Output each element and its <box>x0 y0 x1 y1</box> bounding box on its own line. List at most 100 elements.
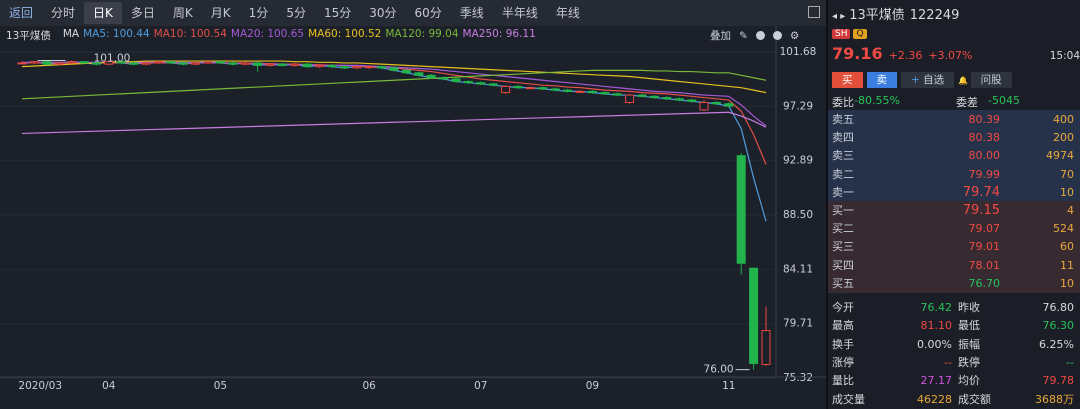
period-tab[interactable]: 年线 <box>555 6 580 20</box>
stat-value: 81.10 <box>920 319 953 333</box>
stat-value: 76.80 <box>1042 301 1075 314</box>
stat-label: 成交额 <box>958 392 991 406</box>
edit-icon[interactable]: ✎ <box>739 29 748 42</box>
candle-body <box>104 61 114 65</box>
book-label: 买四 <box>832 258 854 272</box>
ask-row: 卖三 80.00 4974 <box>828 146 1080 166</box>
stat-row: 最高 81.10 最低 76.30 <box>828 317 1080 335</box>
candle-body <box>17 62 27 65</box>
badge-row: SH Q <box>828 26 1080 40</box>
book-volume: 524 <box>1053 222 1074 236</box>
ask-row: 卖五 80.39 400 <box>828 110 1080 129</box>
action-button[interactable]: 问股 <box>970 72 1012 88</box>
zoom-out[interactable] <box>755 31 765 40</box>
stock-code: 122249 <box>909 8 960 23</box>
candle-body <box>364 66 374 69</box>
candle-body <box>476 82 486 85</box>
legend-entry: MA60: 100.52 <box>308 28 382 40</box>
action-button[interactable]: + 自选 <box>901 72 955 88</box>
candle-body <box>463 80 473 84</box>
stat-value: 27.17 <box>920 374 953 388</box>
stat-value: 0.00% <box>917 337 952 351</box>
toolbar: 返回 分时 日K 多日 周K 月K 1分 5分 15分 30分 60分 季线 半年线 年线 <box>0 0 826 26</box>
candle-body <box>612 93 622 96</box>
ask-row: 卖二 79.99 70 <box>828 164 1080 184</box>
ma-line <box>21 111 767 135</box>
action-button[interactable]: 卖 <box>866 72 897 88</box>
x-tick-label: 05 <box>214 380 227 392</box>
candle-body <box>600 92 610 95</box>
book-volume: 70 <box>1060 167 1074 181</box>
candle-body <box>724 103 734 107</box>
period-tab[interactable]: 月K <box>210 6 231 20</box>
overlay-button[interactable]: 叠加 <box>710 30 731 42</box>
stat-value: 76.42 <box>920 301 953 314</box>
stock-name: 13平煤债 <box>849 8 905 23</box>
book-price: 79.99 <box>968 167 1001 181</box>
ask-row: 卖一 79.74 10 <box>828 182 1080 202</box>
bid-row: 买三 79.01 60 <box>828 237 1080 257</box>
book-volume: 200 <box>1053 131 1074 145</box>
back-button[interactable]: 返回 <box>9 6 34 20</box>
candle-body <box>67 61 77 64</box>
period-tab[interactable]: 30分 <box>369 6 397 20</box>
candle-body <box>749 267 759 364</box>
settings-icon[interactable]: ⚙ <box>789 29 800 42</box>
period-tab[interactable]: 1分 <box>248 6 269 20</box>
candle-body <box>166 61 176 64</box>
period-tab[interactable]: 15分 <box>323 6 352 20</box>
y-tick-label: 84.11 <box>783 263 813 275</box>
stat-value: 46228 <box>917 392 952 406</box>
candle-body <box>687 99 697 102</box>
book-volume: 4974 <box>1046 149 1074 163</box>
candle-body <box>575 90 585 93</box>
period-tab[interactable]: 季线 <box>459 6 484 20</box>
candle-body <box>662 97 672 100</box>
stat-row: 涨停 -- 跌停 -- <box>828 354 1080 372</box>
candle-body <box>488 83 498 86</box>
x-tick-label: 06 <box>363 380 377 392</box>
period-tab[interactable]: 5分 <box>286 6 306 20</box>
ratio-row: 委比 -80.55% 委差 -5045 <box>828 92 1080 110</box>
period-tab[interactable]: 日K <box>84 2 122 24</box>
period-tab[interactable]: 多日 <box>130 6 155 20</box>
y-tick-label: 75.32 <box>783 372 813 384</box>
bid-row: 买一 79.15 4 <box>828 201 1080 220</box>
price-row: 79.16 +2.36 +3.07% 15:04 <box>828 44 1080 64</box>
candle-body <box>550 88 560 91</box>
candle-body <box>141 62 151 65</box>
annotation: 101.00 <box>94 52 131 64</box>
y-tick-label: 79.71 <box>783 318 813 330</box>
action-button[interactable]: 买 <box>832 72 863 88</box>
candle-body <box>426 74 436 79</box>
window-button[interactable] <box>808 6 820 18</box>
bid-row: 买二 79.07 524 <box>828 219 1080 239</box>
y-tick-label: 101.68 <box>780 46 817 58</box>
y-tick-label: 92.89 <box>783 155 813 167</box>
stat-value: -- <box>944 355 952 369</box>
candle-body <box>215 61 225 64</box>
x-tick-label: 2020/03 <box>18 380 62 392</box>
book-price: 79.74 <box>962 184 1000 200</box>
candle-body <box>339 66 349 69</box>
period-tab[interactable]: 半年线 <box>501 6 538 20</box>
book-price: 80.00 <box>968 149 1001 163</box>
candle-body <box>29 61 39 64</box>
ma-line <box>21 60 767 94</box>
candle-body <box>153 61 163 64</box>
ratio-cell: -80.55% <box>854 94 900 107</box>
stat-value: -- <box>1066 355 1074 369</box>
ma-label: MA <box>62 28 80 40</box>
stat-label: 换手 <box>832 337 854 351</box>
period-tab[interactable]: 周K <box>172 6 193 20</box>
period-tab[interactable]: 分时 <box>51 6 76 20</box>
stat-value: 76.30 <box>1042 319 1075 333</box>
legend-entry: MA20: 100.65 <box>230 28 305 40</box>
kline-chart: 101.68 97.29 92.89 88.50 84.11 79.71 75.32 2020… <box>0 26 826 392</box>
time: 15:04 <box>1049 50 1080 62</box>
candle-body <box>277 63 287 66</box>
period-tab[interactable]: 60分 <box>414 6 442 20</box>
book-volume: 11 <box>1060 258 1074 272</box>
zoom-in[interactable] <box>772 31 782 40</box>
candle-body <box>91 62 101 65</box>
